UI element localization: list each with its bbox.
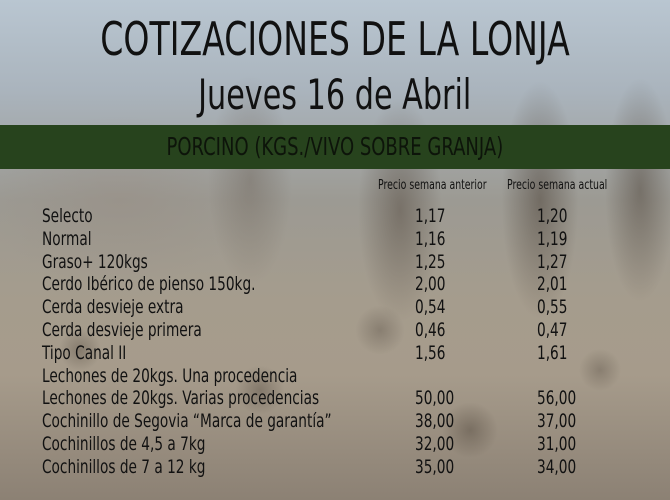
row-label-text: Cerda desvieje primera <box>42 319 202 341</box>
table-row: Cerda desvieje primera 0,46 0,47 <box>0 319 670 341</box>
row-label: Cerda desvieje extra <box>42 296 239 318</box>
row-label: Cochinillos de 7 a 12 kg <box>42 456 269 478</box>
current-price: 0,55 <box>537 296 579 318</box>
current-price-text: 0,47 <box>537 319 568 341</box>
row-label: Normal <box>42 228 111 250</box>
previous-price-text: 1,16 <box>415 227 446 250</box>
row-label-text: Normal <box>42 227 92 250</box>
previous-price: 38,00 <box>415 410 469 432</box>
table-row: Tipo Canal II 1,56 1,61 <box>0 342 670 364</box>
current-price: 34,00 <box>537 456 591 478</box>
previous-price: 1,56 <box>415 342 457 364</box>
current-price: 1,27 <box>537 251 579 273</box>
row-label: Cochinillo de Segovia “Marca de garantía… <box>42 410 444 432</box>
row-label: Lechones de 20kgs. Varias procedencias <box>42 387 427 409</box>
current-price: 1,20 <box>537 205 579 227</box>
previous-price: 50,00 <box>415 387 469 409</box>
title-text: COTIZACIONES DE LA LONJA <box>100 12 570 66</box>
previous-price-text: 38,00 <box>415 410 455 433</box>
row-label-text: Lechones de 20kgs. Una procedencia <box>42 364 298 387</box>
previous-price-text: 35,00 <box>415 455 455 478</box>
previous-price-text: 2,00 <box>415 273 446 296</box>
column-header-previous: Precio semana anterior <box>378 178 529 193</box>
row-label-text: Tipo Canal II <box>42 341 127 364</box>
previous-price: 1,25 <box>415 251 457 273</box>
row-label-text: Cerda desvieje extra <box>42 296 184 319</box>
current-price-text: 2,01 <box>537 273 568 296</box>
current-price: 37,00 <box>537 410 591 432</box>
page-title: COTIZACIONES DE LA LONJA <box>0 12 670 66</box>
previous-price-text: 0,54 <box>415 296 446 319</box>
column-header-current: Precio semana actual <box>507 178 646 193</box>
current-price: 56,00 <box>537 387 591 409</box>
table-row: Cerdo Ibérico de pienso 150kg. 2,00 2,01 <box>0 273 670 295</box>
previous-price: 1,17 <box>415 205 457 227</box>
row-label-text: Graso+ 120kgs <box>42 250 148 273</box>
table-row: Cerda desvieje extra 0,54 0,55 <box>0 296 670 318</box>
table-row: Cochinillos de 4,5 a 7kg 32,00 31,00 <box>0 433 670 455</box>
current-price-text: 34,00 <box>537 455 577 478</box>
row-label: Selecto <box>42 205 112 227</box>
row-label: Cerdo Ibérico de pienso 150kg. <box>42 273 339 295</box>
previous-price: 2,00 <box>415 273 457 295</box>
column-header-text: Precio semana actual <box>507 178 608 193</box>
row-label-text: Cochinillos de 4,5 a 7kg <box>42 433 206 455</box>
previous-price: 1,16 <box>415 228 457 250</box>
row-label: Lechones de 20kgs. Una procedencia <box>42 365 397 387</box>
previous-price-text: 1,25 <box>415 250 446 273</box>
row-label: Graso+ 120kgs <box>42 251 189 273</box>
current-price-text: 0,55 <box>537 296 568 319</box>
row-label-text: Cochinillos de 7 a 12 kg <box>42 455 206 478</box>
row-label-text: Lechones de 20kgs. Varias procedencias <box>42 387 320 410</box>
current-price-text: 1,20 <box>537 205 568 227</box>
previous-price-text: 50,00 <box>415 387 455 410</box>
current-price-text: 37,00 <box>537 410 577 433</box>
table-row: Lechones de 20kgs. Una procedencia <box>0 365 670 387</box>
current-price-text: 1,19 <box>537 227 568 250</box>
row-label: Cochinillos de 4,5 a 7kg <box>42 433 269 455</box>
row-label-text: Selecto <box>42 205 93 227</box>
table-row: Selecto 1,17 1,20 <box>0 205 670 227</box>
previous-price: 35,00 <box>415 456 469 478</box>
section-band: PORCINO (KGS./VIVO SOBRE GRANJA) <box>0 125 670 169</box>
section-title: PORCINO (KGS./VIVO SOBRE GRANJA) <box>166 132 504 161</box>
current-price: 31,00 <box>537 433 591 455</box>
date-text: Jueves 16 de Abril <box>198 70 472 119</box>
row-label-text: Cochinillo de Segovia “Marca de garantía… <box>42 410 332 433</box>
row-label: Tipo Canal II <box>42 342 159 364</box>
previous-price: 0,46 <box>415 319 457 341</box>
row-label-text: Cerdo Ibérico de pienso 150kg. <box>42 273 256 296</box>
background-sheep <box>0 290 670 500</box>
previous-price: 0,54 <box>415 296 457 318</box>
previous-price-text: 1,56 <box>415 341 446 364</box>
table-row: Cochinillos de 7 a 12 kg 35,00 34,00 <box>0 456 670 478</box>
current-price-text: 56,00 <box>537 387 577 410</box>
current-price-text: 31,00 <box>537 433 577 455</box>
previous-price: 32,00 <box>415 433 469 455</box>
current-price-text: 1,27 <box>537 250 568 273</box>
previous-price-text: 0,46 <box>415 319 446 341</box>
current-price: 1,19 <box>537 228 579 250</box>
previous-price-text: 32,00 <box>415 433 455 455</box>
table-row: Normal 1,16 1,19 <box>0 228 670 250</box>
current-price: 2,01 <box>537 273 579 295</box>
current-price: 1,61 <box>537 342 579 364</box>
table-row: Lechones de 20kgs. Varias procedencias 50… <box>0 387 670 409</box>
current-price: 0,47 <box>537 319 579 341</box>
current-price-text: 1,61 <box>537 341 568 364</box>
previous-price-text: 1,17 <box>415 205 446 227</box>
column-header-text: Precio semana anterior <box>378 178 487 193</box>
table-row: Cochinillo de Segovia “Marca de garantía… <box>0 410 670 432</box>
row-label: Cerda desvieje primera <box>42 319 264 341</box>
date-subtitle: Jueves 16 de Abril <box>0 70 670 119</box>
table-row: Graso+ 120kgs 1,25 1,27 <box>0 251 670 273</box>
